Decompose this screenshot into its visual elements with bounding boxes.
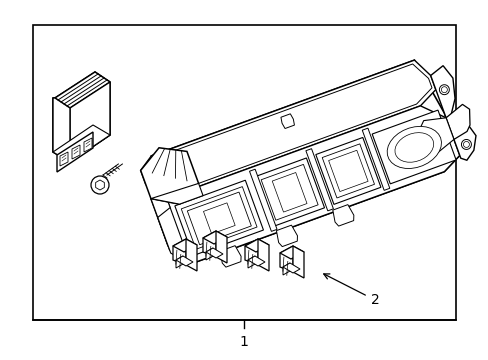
Polygon shape bbox=[70, 82, 110, 162]
Polygon shape bbox=[158, 198, 190, 264]
Polygon shape bbox=[249, 169, 277, 231]
Polygon shape bbox=[151, 183, 203, 204]
Polygon shape bbox=[96, 180, 104, 190]
Polygon shape bbox=[33, 25, 455, 320]
Polygon shape bbox=[441, 87, 447, 93]
Circle shape bbox=[91, 176, 109, 194]
Polygon shape bbox=[55, 72, 110, 108]
Polygon shape bbox=[244, 239, 258, 265]
Polygon shape bbox=[461, 139, 470, 149]
Polygon shape bbox=[151, 60, 459, 264]
Polygon shape bbox=[176, 256, 183, 268]
Polygon shape bbox=[203, 231, 216, 257]
Polygon shape bbox=[305, 149, 333, 211]
Text: 2: 2 bbox=[323, 274, 379, 307]
Polygon shape bbox=[173, 239, 185, 265]
Polygon shape bbox=[261, 165, 318, 220]
Polygon shape bbox=[173, 239, 197, 252]
Polygon shape bbox=[57, 132, 93, 172]
Polygon shape bbox=[247, 256, 264, 266]
Polygon shape bbox=[60, 152, 68, 166]
Polygon shape bbox=[283, 263, 299, 273]
Polygon shape bbox=[430, 66, 454, 118]
Polygon shape bbox=[151, 184, 170, 217]
Polygon shape bbox=[141, 148, 198, 204]
Polygon shape bbox=[84, 138, 92, 152]
Polygon shape bbox=[315, 138, 380, 204]
Polygon shape bbox=[258, 239, 268, 271]
Polygon shape bbox=[181, 186, 257, 249]
Polygon shape bbox=[394, 132, 433, 162]
Polygon shape bbox=[244, 239, 268, 252]
Polygon shape bbox=[439, 85, 448, 95]
Polygon shape bbox=[187, 192, 251, 245]
Polygon shape bbox=[280, 246, 304, 259]
Polygon shape bbox=[276, 225, 297, 247]
Polygon shape bbox=[328, 150, 367, 192]
Polygon shape bbox=[281, 114, 294, 129]
Polygon shape bbox=[452, 124, 475, 160]
Polygon shape bbox=[216, 231, 226, 263]
Polygon shape bbox=[203, 203, 235, 234]
Polygon shape bbox=[53, 98, 70, 162]
Polygon shape bbox=[254, 158, 324, 226]
Polygon shape bbox=[53, 72, 110, 162]
Polygon shape bbox=[185, 239, 197, 271]
Polygon shape bbox=[413, 118, 453, 160]
Polygon shape bbox=[386, 126, 441, 168]
Polygon shape bbox=[220, 246, 241, 267]
Polygon shape bbox=[53, 125, 110, 162]
Polygon shape bbox=[158, 106, 459, 264]
Polygon shape bbox=[141, 60, 435, 198]
Polygon shape bbox=[203, 231, 226, 244]
Text: 1: 1 bbox=[239, 335, 248, 349]
Polygon shape bbox=[283, 263, 289, 275]
Polygon shape bbox=[205, 248, 223, 258]
Polygon shape bbox=[176, 256, 193, 266]
Polygon shape bbox=[322, 144, 374, 198]
Polygon shape bbox=[247, 256, 254, 268]
Polygon shape bbox=[292, 246, 304, 278]
Polygon shape bbox=[332, 204, 353, 226]
Polygon shape bbox=[175, 180, 263, 256]
Polygon shape bbox=[445, 104, 469, 139]
Polygon shape bbox=[272, 172, 306, 212]
Polygon shape bbox=[362, 128, 389, 190]
Polygon shape bbox=[463, 141, 468, 148]
Polygon shape bbox=[205, 248, 213, 260]
Polygon shape bbox=[146, 64, 431, 194]
Polygon shape bbox=[280, 246, 292, 272]
Polygon shape bbox=[72, 145, 80, 159]
Polygon shape bbox=[371, 110, 455, 184]
